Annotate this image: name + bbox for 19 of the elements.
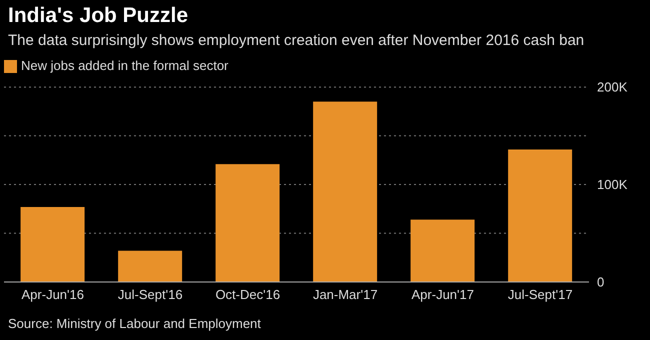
x-tick-label: Apr-Jun'17	[412, 287, 474, 302]
x-tick-label: Jul-Sept'17	[508, 287, 573, 302]
chart-title: India's Job Puzzle	[8, 4, 188, 28]
y-tick-label: 200K	[597, 80, 628, 95]
bar	[410, 220, 475, 282]
chart-subtitle: The data surprisingly shows employment creation even after November 2016 cash ban	[8, 32, 584, 49]
bar	[118, 250, 182, 282]
x-tick-label: Apr-Jun'16	[22, 287, 84, 302]
bar	[216, 164, 280, 282]
y-tick-label: 100K	[597, 177, 628, 192]
x-tick-label: Oct-Dec'16	[215, 287, 280, 302]
x-tick-label: Jan-Mar'17	[312, 287, 378, 302]
y-tick-label: 0	[597, 274, 604, 290]
legend-label: New jobs added in the formal sector	[21, 58, 228, 73]
source-note: Source: Ministry of Labour and Employment	[8, 316, 261, 331]
bar	[20, 206, 85, 282]
bar	[313, 102, 378, 282]
x-tick-label: Jul-Sept'16	[118, 287, 183, 302]
bar	[508, 149, 572, 282]
